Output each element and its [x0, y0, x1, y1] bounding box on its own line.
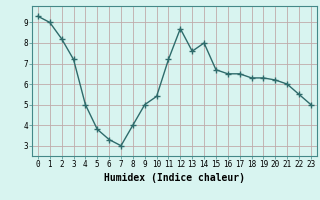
- X-axis label: Humidex (Indice chaleur): Humidex (Indice chaleur): [104, 173, 245, 183]
